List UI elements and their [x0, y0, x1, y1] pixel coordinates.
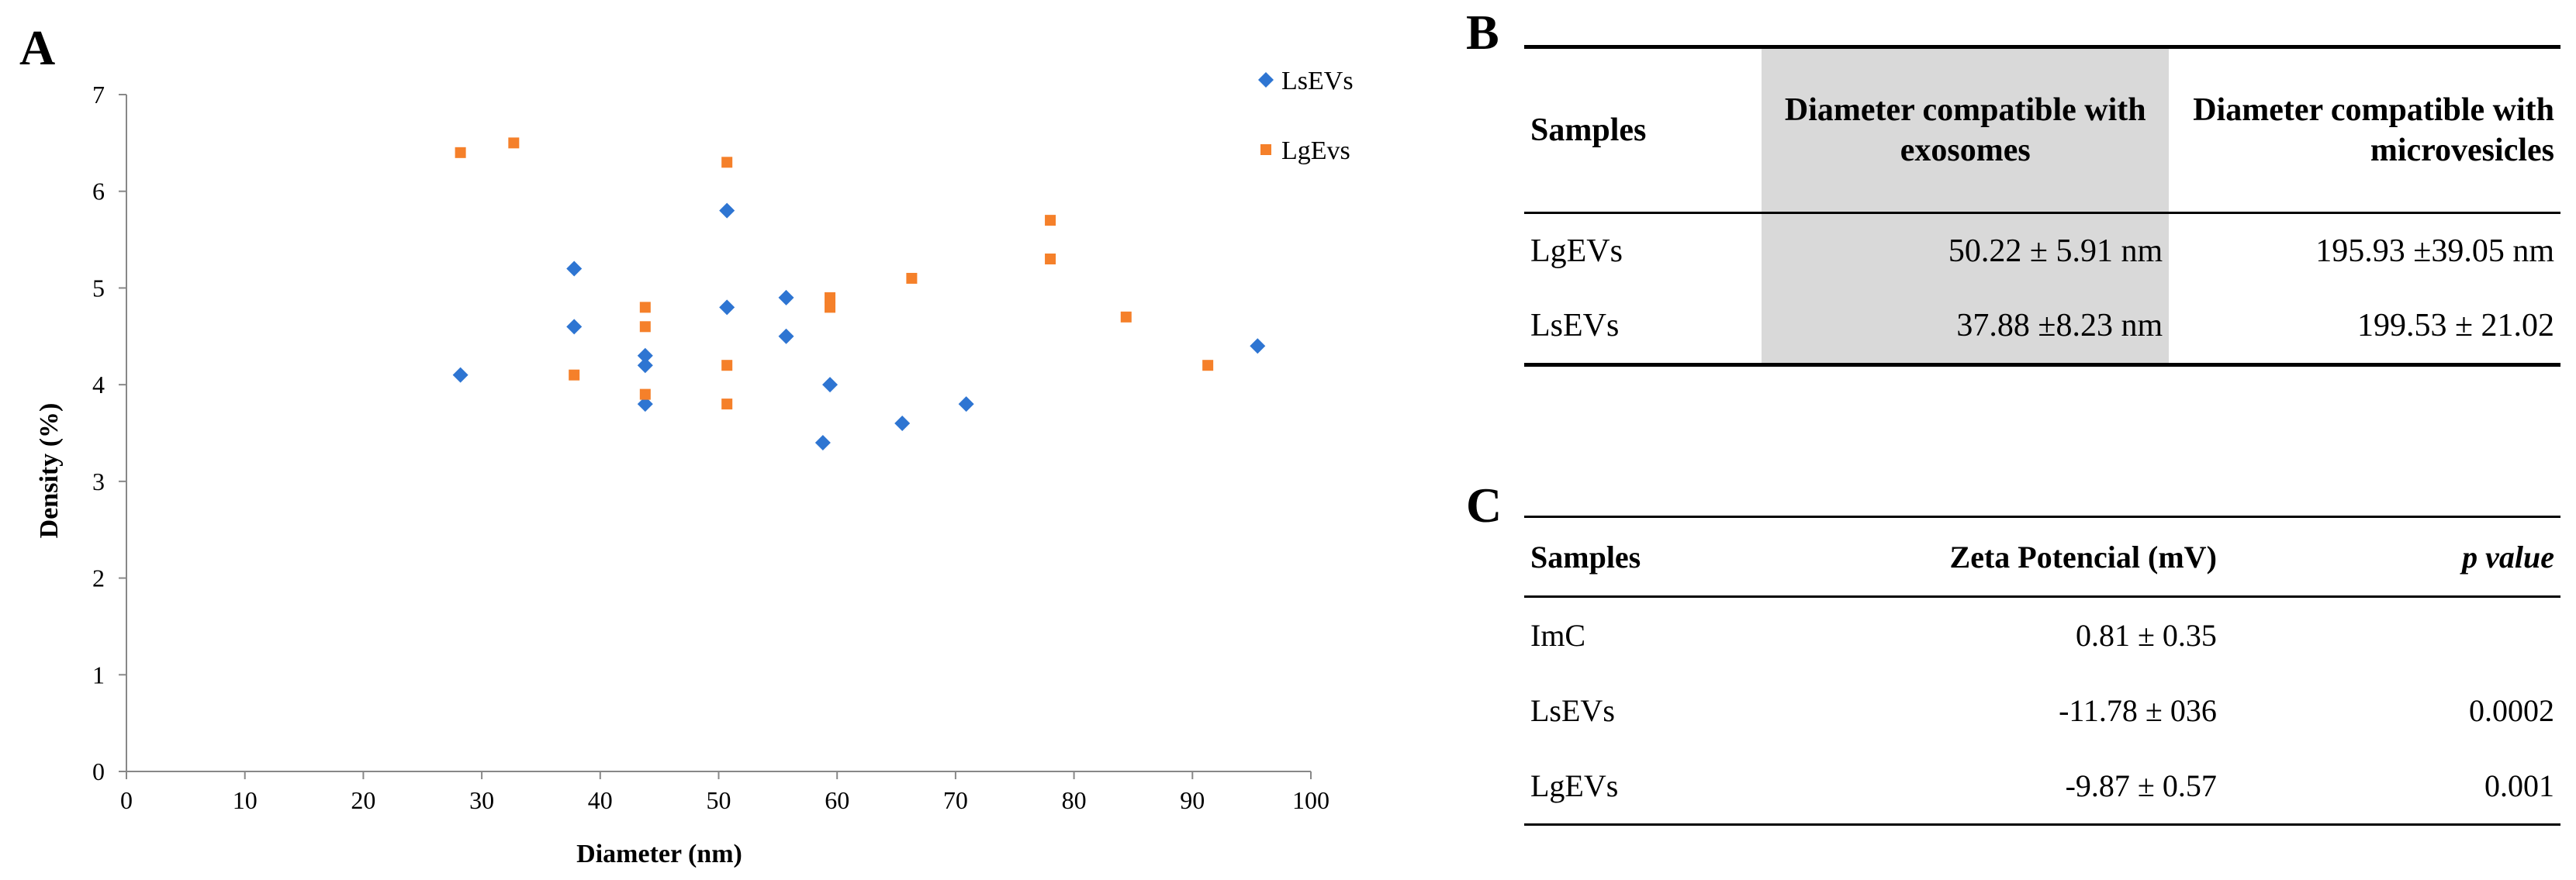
- lsevs-point: [958, 396, 974, 412]
- scatter-chart: 0 10 20 30 40 50 60 70 80 90 100 0 1 2 3 4 5 6 7 LsEVs LgEv…: [35, 67, 1354, 868]
- table-cell: LsEVs: [1524, 288, 1762, 367]
- y-tick-label: 0: [92, 757, 105, 785]
- x-tick-label: 60: [825, 786, 849, 814]
- x-tick-label: 80: [1062, 786, 1087, 814]
- panel-label-c: C: [1466, 478, 1502, 533]
- lsevs-point: [778, 328, 794, 344]
- lgevs-point: [825, 292, 836, 303]
- lsevs-point: [778, 289, 794, 305]
- chart-ticks: 0 10 20 30 40 50 60 70 80 90 100 0 1 2 3 4 5 6 7: [92, 81, 1329, 814]
- panel-label-a: A: [19, 20, 56, 75]
- table-cell: LsEVs: [1530, 693, 1615, 728]
- y-tick-label: 2: [92, 564, 105, 592]
- lgevs-point: [569, 369, 580, 381]
- table-row: LsEVs 37.88 ±8.23 nm 199.53 ± 21.02: [1524, 288, 2560, 367]
- table-cell: LgEVs: [1524, 748, 1822, 826]
- lsevs-point: [566, 261, 583, 277]
- table-cell: 199.53 ± 21.02: [2169, 288, 2560, 367]
- lgevs-point: [1045, 254, 1056, 265]
- lgevs-point: [508, 137, 520, 149]
- table-row: ImC 0.81 ± 0.35: [1524, 597, 2560, 674]
- x-axis-label: Diameter (nm): [576, 840, 742, 868]
- x-tick-label: 20: [351, 786, 375, 814]
- table-cell: 0.81 ± 0.35: [2075, 618, 2217, 653]
- chart-points: [452, 137, 1266, 450]
- lgevs-point: [455, 147, 466, 158]
- zeta-potential-table: Samples Zeta Potencial (mV) p value ImC …: [1524, 516, 2560, 826]
- lgevs-point: [906, 272, 918, 284]
- table-cell: -9.87 ± 0.57: [1821, 748, 2223, 826]
- lgevs-point: [639, 388, 651, 400]
- lsevs-point: [637, 357, 653, 374]
- table-cell: ImC: [1530, 618, 1586, 653]
- y-tick-label: 5: [92, 274, 105, 302]
- lsevs-point: [822, 377, 838, 393]
- table-cell: 0.001: [2222, 748, 2560, 826]
- table-cell: 0.0002: [2469, 693, 2554, 728]
- x-tick-label: 100: [1292, 786, 1329, 814]
- x-tick-label: 50: [707, 786, 731, 814]
- diameter-table-header-exosomes: Diameter compatible with exosomes: [1762, 45, 2170, 214]
- table-cell: LgEVs: [1530, 233, 1623, 269]
- table-cell: [2223, 597, 2560, 674]
- lsevs-point: [719, 202, 735, 219]
- chart-axes: [126, 95, 1311, 772]
- table-cell: -11.78 ± 036: [2059, 693, 2217, 728]
- legend-label-lsevs: LsEVs: [1281, 67, 1354, 95]
- lgevs-point: [721, 360, 733, 371]
- x-tick-label: 0: [120, 786, 133, 814]
- table-row: LgEVs -9.87 ± 0.57 0.001: [1524, 748, 2560, 826]
- y-tick-label: 1: [92, 661, 105, 688]
- y-tick-label: 6: [92, 178, 105, 205]
- lsevs-point: [566, 319, 583, 335]
- diameter-table: Samples Diameter compatible with exosome…: [1524, 45, 2560, 367]
- y-axis-label: Density (%): [35, 403, 64, 539]
- table-row: LsEVs -11.78 ± 036 0.0002: [1524, 673, 2560, 748]
- lgevs-point: [721, 399, 733, 410]
- lgevs-point: [1202, 360, 1214, 371]
- diameter-table-header-samples: Samples: [1524, 45, 1762, 214]
- lsevs-point: [637, 396, 653, 412]
- lgevs-point: [1120, 311, 1132, 323]
- chart-legend: LsEVs LgEvs: [1258, 67, 1354, 165]
- legend-marker-lgevs: [1260, 144, 1271, 155]
- x-tick-label: 10: [233, 786, 258, 814]
- legend-marker-lsevs: [1258, 72, 1274, 88]
- diameter-table-header-microvesicles: Diameter compatible with microvesicles: [2169, 45, 2560, 214]
- y-tick-label: 4: [92, 371, 105, 399]
- zeta-table-header-samples: Samples: [1524, 516, 1822, 598]
- lsevs-point: [719, 299, 735, 316]
- lgevs-point: [639, 302, 651, 313]
- zeta-table-header-zeta: Zeta Potencial (mV): [1821, 516, 2223, 598]
- x-tick-label: 90: [1180, 786, 1205, 814]
- lgevs-point: [721, 157, 733, 168]
- lsevs-point: [637, 347, 653, 364]
- lsevs-point: [452, 367, 469, 383]
- table-row: LgEVs 50.22 ± 5.91 nm 195.93 ±39.05 nm: [1524, 212, 2560, 288]
- diameter-table-header: Samples Diameter compatible with exosome…: [1524, 45, 2560, 214]
- table-cell: 50.22 ± 5.91 nm: [1762, 212, 2170, 288]
- x-tick-label: 40: [588, 786, 613, 814]
- lgevs-point: [825, 302, 836, 313]
- x-tick-label: 30: [469, 786, 494, 814]
- x-tick-label: 70: [943, 786, 968, 814]
- zeta-table-header-pvalue: p value: [2222, 516, 2560, 598]
- lsevs-point: [894, 416, 911, 432]
- y-tick-label: 7: [92, 81, 105, 109]
- lsevs-point: [1250, 338, 1266, 354]
- legend-label-lgevs: LgEvs: [1281, 136, 1350, 165]
- y-tick-label: 3: [92, 468, 105, 495]
- lsevs-point: [814, 434, 831, 450]
- lgevs-point: [1045, 215, 1056, 226]
- zeta-table-header: Samples Zeta Potencial (mV) p value: [1524, 516, 2560, 598]
- table-cell: 195.93 ±39.05 nm: [2315, 233, 2554, 269]
- table-cell: 37.88 ±8.23 nm: [1762, 288, 2170, 367]
- lgevs-point: [639, 321, 651, 333]
- panel-label-b: B: [1466, 5, 1499, 60]
